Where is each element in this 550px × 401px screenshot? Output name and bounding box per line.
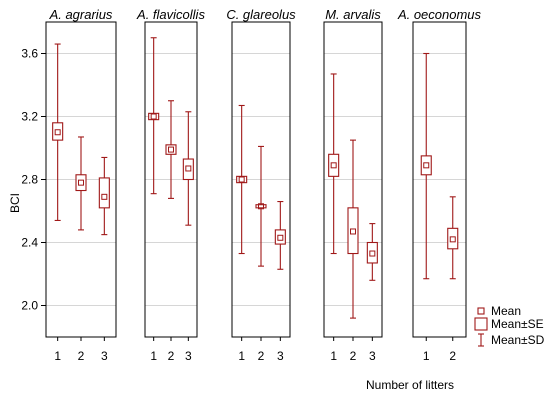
mean-marker <box>449 236 456 243</box>
mean-marker <box>350 228 356 235</box>
se-box <box>347 207 359 255</box>
y-tick-label: 2.4 <box>21 236 38 250</box>
x-tick-label: 2 <box>258 349 265 363</box>
panel-title: A. oeconomus <box>397 7 482 22</box>
x-tick-label: 3 <box>101 349 108 363</box>
x-tick-label: 2 <box>449 349 456 363</box>
se-box <box>52 122 64 141</box>
legend-mean-label: Mean <box>491 304 521 318</box>
x-tick-label: 1 <box>423 349 430 363</box>
panel-title: C. glareolus <box>226 7 296 22</box>
mean-marker <box>185 165 192 172</box>
mean-marker <box>150 113 157 120</box>
se-box <box>274 229 286 245</box>
mean-marker <box>330 162 337 169</box>
se-box <box>366 241 378 264</box>
mean-marker <box>423 162 430 169</box>
se-box <box>98 177 110 209</box>
x-tick-label: 1 <box>150 349 157 363</box>
mean-marker <box>369 250 376 257</box>
se-box <box>182 158 194 181</box>
panel-title: A. flavicollis <box>136 7 205 22</box>
mean-marker <box>78 179 84 186</box>
marks-layer <box>52 37 459 319</box>
y-axis: BCI 2.0 2.4 2.8 3.2 3.6 <box>8 47 46 313</box>
x-tick-label: 1 <box>330 349 337 363</box>
mean-marker <box>238 176 245 183</box>
mean-marker <box>277 234 284 241</box>
legend-mean-marker <box>477 307 485 315</box>
y-axis-label: BCI <box>8 193 22 213</box>
x-tick-label: 3 <box>369 349 376 363</box>
legend-se-label: Mean±SE <box>491 317 544 331</box>
legend-sd-label: Mean±SD <box>491 333 545 347</box>
panel-title: M. arvalis <box>325 7 381 22</box>
se-box <box>75 174 87 192</box>
se-box <box>255 204 267 209</box>
x-tick-label: 1 <box>238 349 245 363</box>
x-tick-label: 3 <box>185 349 192 363</box>
mean-marker <box>168 146 174 153</box>
y-tick-label: 2.0 <box>21 299 38 313</box>
se-box <box>148 112 160 121</box>
se-box <box>420 155 432 176</box>
se-box <box>447 227 459 250</box>
y-tick-label: 3.2 <box>21 110 38 124</box>
se-box <box>236 175 248 184</box>
y-tick-label: 3.6 <box>21 47 38 61</box>
panel-frame <box>412 21 467 338</box>
panel-title: A. agrarius <box>49 7 113 22</box>
mean-marker <box>54 129 61 136</box>
mean-marker <box>101 193 108 200</box>
se-box <box>165 144 177 155</box>
x-tick-label: 1 <box>54 349 61 363</box>
panel-titles: A. agrarius A. flavicollis C. glareolus M. … <box>49 7 482 22</box>
x-tick-label: 2 <box>168 349 175 363</box>
se-box <box>328 153 340 177</box>
mean-marker <box>258 203 264 210</box>
y-tick-label: 2.8 <box>21 173 38 187</box>
legend: Mean Mean±SE Mean±SD <box>474 304 545 347</box>
x-axis-label: Number of litters <box>366 378 454 392</box>
x-tick-label: 2 <box>350 349 357 363</box>
x-tick-label: 3 <box>277 349 284 363</box>
legend-se-marker <box>474 317 488 331</box>
x-tick-label: 2 <box>78 349 85 363</box>
